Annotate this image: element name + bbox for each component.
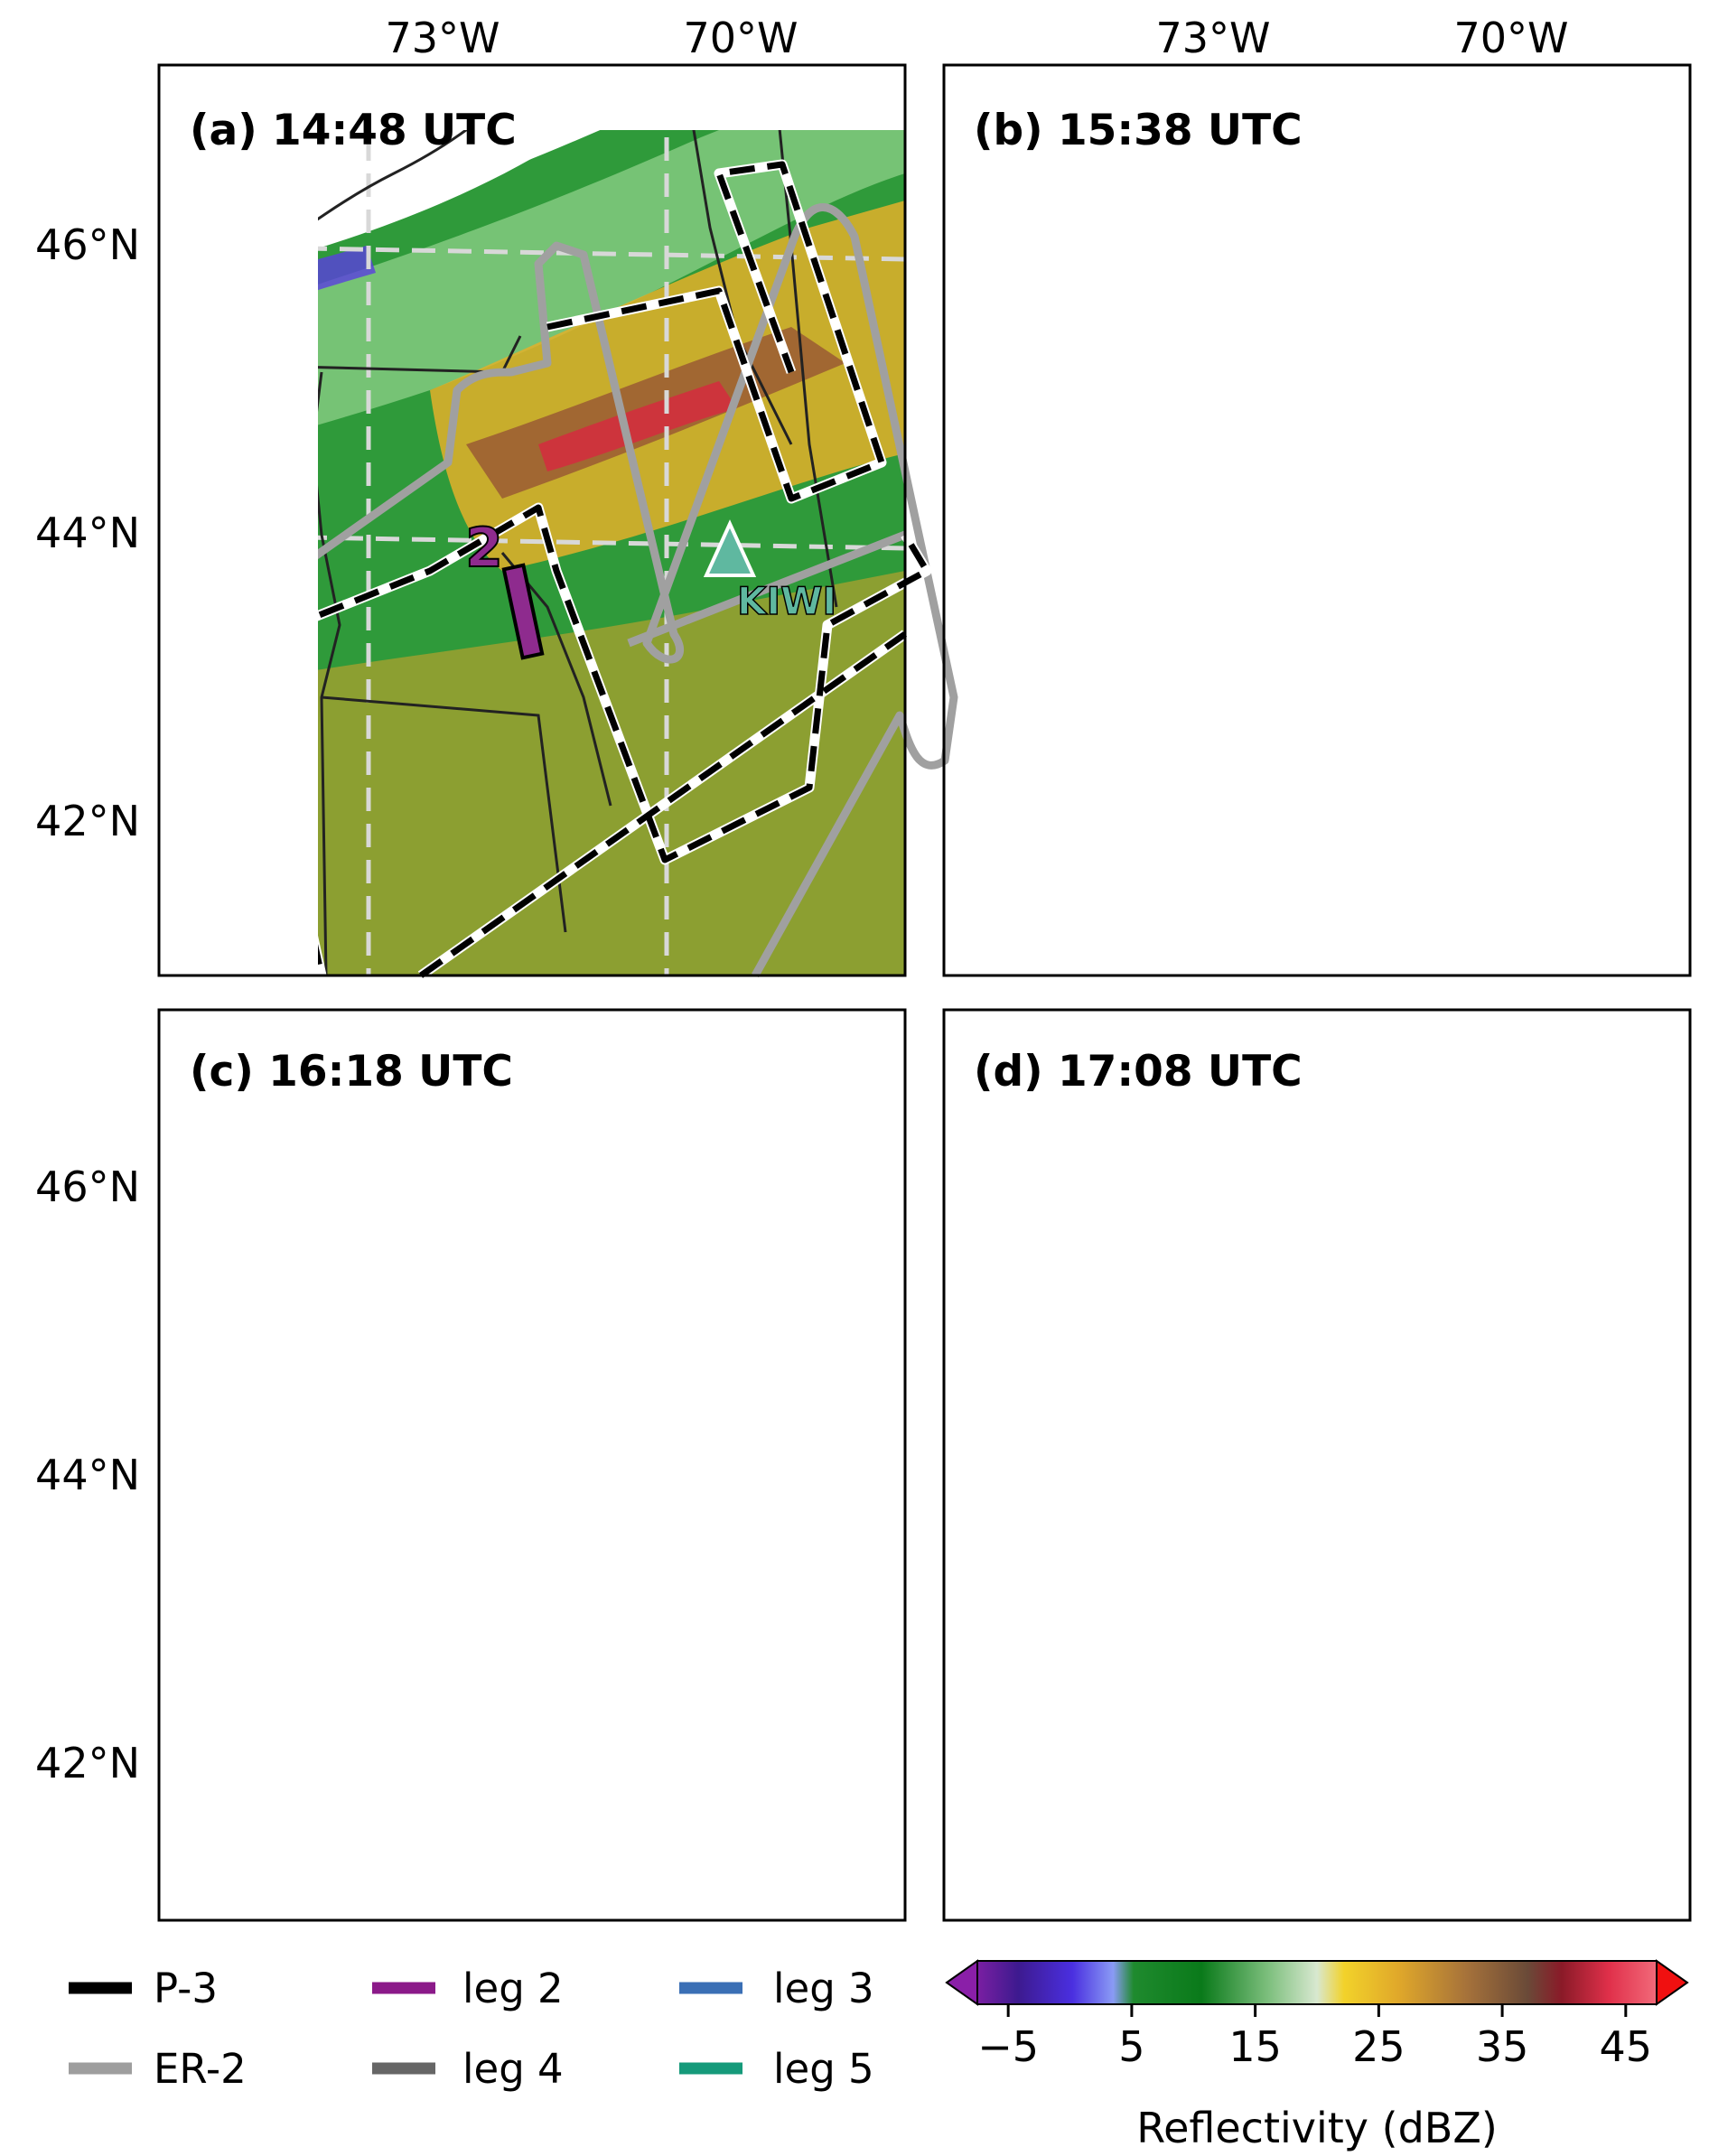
leg-number: 5 bbox=[1431, 1592, 1469, 1656]
leg-marker: 2 bbox=[464, 516, 545, 660]
panel-d: 5 bbox=[944, 1010, 1709, 1920]
leg-number: 3 bbox=[1368, 657, 1405, 720]
lat-label-44n-a: 44°N bbox=[35, 509, 140, 557]
legend-label-leg2: leg 2 bbox=[462, 1965, 564, 2012]
borders bbox=[159, 1010, 836, 1920]
legend-label-leg5: leg 5 bbox=[773, 2045, 874, 2093]
clear-region bbox=[944, 1010, 1450, 1236]
p3-track bbox=[318, 159, 932, 980]
precip-heavy-band bbox=[466, 1272, 845, 1443]
gridlines bbox=[944, 1010, 1690, 1920]
map-background bbox=[159, 1010, 905, 1920]
leg-number: 2 bbox=[465, 517, 503, 580]
station-kiwi: KIWI bbox=[703, 519, 837, 624]
legend-label-p3: P-3 bbox=[154, 1965, 218, 2012]
leg-number: 4 bbox=[545, 1434, 583, 1498]
er2-track bbox=[1016, 1153, 1709, 1921]
lat-label-44n-c: 44°N bbox=[35, 1451, 140, 1499]
precip-low-band bbox=[944, 246, 1161, 336]
precip-south-band bbox=[944, 571, 1690, 975]
legend-label-leg4: leg 4 bbox=[462, 2045, 564, 2093]
precip-heavy-band bbox=[1251, 1272, 1630, 1443]
precip-light-band bbox=[318, 130, 905, 425]
colorbar-tick-label: 15 bbox=[1228, 2022, 1282, 2071]
precip-low-band bbox=[159, 1190, 376, 1281]
map-background bbox=[944, 1010, 1690, 1920]
precip-south-band bbox=[944, 1516, 1690, 1920]
panel-a-frame bbox=[157, 63, 907, 977]
legend-label-er2: ER-2 bbox=[154, 2045, 247, 2093]
legend: P-3 leg 2 leg 3 ER-2 leg 4 leg 5 bbox=[69, 1965, 874, 2093]
precip-core bbox=[1323, 1326, 1522, 1416]
colorbar-label: Reflectivity (dBZ) bbox=[1136, 2104, 1498, 2152]
p3-track bbox=[1034, 1109, 1709, 1920]
borders bbox=[318, 130, 838, 976]
precip-moderate-band bbox=[1215, 1145, 1690, 1516]
colorbar-tick-label: 45 bbox=[1600, 2022, 1653, 2071]
panel-c-frame bbox=[157, 1008, 907, 1922]
precip-core bbox=[538, 1326, 737, 1416]
lon-label-70w-a: 70°W bbox=[683, 14, 798, 62]
panel-c: 4 bbox=[159, 1010, 954, 1920]
gridlines bbox=[159, 1010, 905, 1920]
clear-region bbox=[944, 65, 1450, 291]
clear-region bbox=[159, 1010, 665, 1236]
colorbar-tick-label: 5 bbox=[1118, 2022, 1144, 2071]
er2-track bbox=[318, 203, 958, 978]
precip-core bbox=[538, 381, 737, 471]
gridlines bbox=[944, 65, 1690, 975]
panel-b-title: (b) 15:38 UTC bbox=[974, 106, 1303, 155]
er2-track bbox=[231, 1153, 954, 1921]
map-background bbox=[944, 65, 1690, 975]
panel-c-title: (c) 16:18 UTC bbox=[190, 1047, 513, 1097]
precip-core bbox=[1323, 381, 1522, 471]
legend-label-leg3: leg 3 bbox=[773, 1965, 874, 2012]
p3-track bbox=[249, 1109, 927, 1920]
precip-moderate-band bbox=[1215, 201, 1690, 571]
panel-b-frame bbox=[942, 63, 1692, 977]
precip-field bbox=[944, 1010, 1690, 1920]
leg-marker: 5 bbox=[1367, 1479, 1469, 1656]
panel-d-frame bbox=[942, 1008, 1692, 1922]
colorbar-extend-high bbox=[1656, 1959, 1689, 2006]
leg-marker: 4 bbox=[545, 1434, 636, 1625]
panel-a: 2 KIWI bbox=[318, 130, 958, 980]
precip-low-band bbox=[944, 1190, 1161, 1281]
colorbar: −5 5 15 25 35 45 Reflectivity (dBZ) bbox=[945, 1959, 1689, 2152]
panel-a-title: (a) 14:48 UTC bbox=[190, 106, 517, 155]
lat-label-42n-a: 42°N bbox=[35, 797, 140, 845]
lon-label-73w-a: 73°W bbox=[385, 14, 500, 62]
colorbar-body bbox=[976, 1960, 1658, 2005]
lon-label-73w-b: 73°W bbox=[1155, 14, 1270, 62]
colorbar-tick-label: −5 bbox=[977, 2022, 1039, 2071]
leg-marker: 3 bbox=[1366, 570, 1409, 720]
lat-label-42n-c: 42°N bbox=[35, 1739, 140, 1787]
station-label: KIWI bbox=[737, 579, 836, 623]
lat-label-46n-c: 46°N bbox=[35, 1162, 140, 1211]
lon-label-70w-b: 70°W bbox=[1453, 14, 1568, 62]
er2-track bbox=[1016, 208, 1709, 976]
lat-label-46n-a: 46°N bbox=[35, 220, 140, 269]
clear-region bbox=[318, 130, 579, 248]
precip-moderate-band bbox=[430, 1145, 905, 1516]
precip-south-band bbox=[318, 571, 905, 975]
colorbar-extend-low bbox=[945, 1959, 978, 2006]
borders bbox=[944, 65, 1621, 975]
precip-low-band bbox=[318, 246, 376, 291]
panel-b: 3 bbox=[944, 65, 1709, 975]
colorbar-tick-label: 35 bbox=[1476, 2022, 1529, 2071]
panel-d-title: (d) 17:08 UTC bbox=[974, 1047, 1303, 1097]
precip-heavy-band bbox=[1251, 327, 1630, 499]
precip-field bbox=[944, 65, 1690, 975]
borders bbox=[944, 1010, 1621, 1920]
precip-field bbox=[159, 1010, 905, 1920]
colorbar-tick-label: 25 bbox=[1352, 2022, 1405, 2071]
precip-south-band bbox=[159, 1516, 905, 1920]
p3-track bbox=[1034, 164, 1709, 975]
